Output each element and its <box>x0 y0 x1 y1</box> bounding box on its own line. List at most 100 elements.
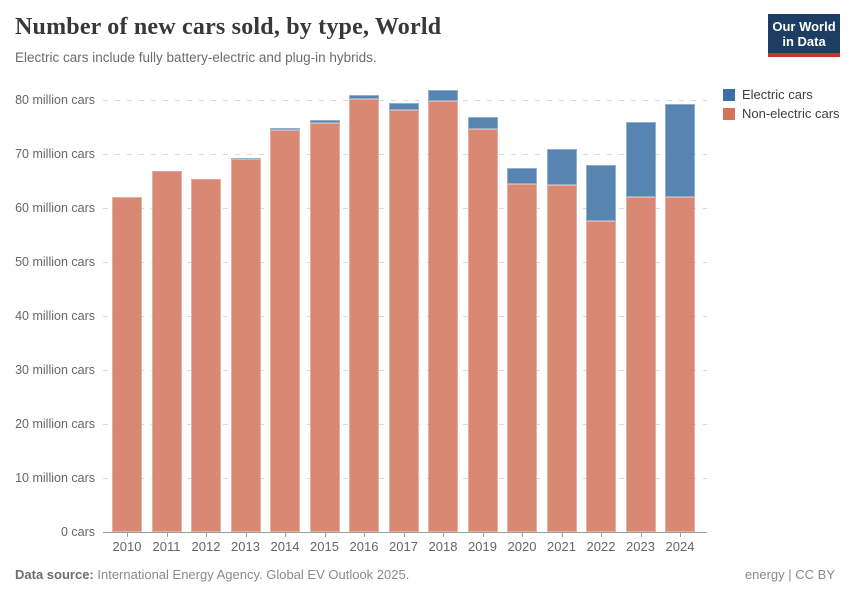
bar-2024[interactable] <box>665 103 695 532</box>
bar-2011[interactable] <box>151 170 182 532</box>
bar-2015[interactable] <box>309 120 340 532</box>
x-axis-tick <box>166 533 168 537</box>
bar-2021-electric[interactable] <box>546 149 577 185</box>
x-axis-label-2012: 2012 <box>191 539 221 554</box>
x-axis-label-2013: 2013 <box>231 539 260 554</box>
x-axis-tick <box>561 533 563 537</box>
x-axis-tick <box>522 533 523 537</box>
x-axis-tick <box>364 533 365 537</box>
bar-2011-non-electric[interactable] <box>151 170 182 532</box>
x-axis-label-2018: 2018 <box>428 539 458 554</box>
legend-label: Electric cars <box>742 87 813 102</box>
bar-2015-electric[interactable] <box>309 120 340 124</box>
y-axis-label: 80 million cars <box>15 93 95 107</box>
bar-2022[interactable] <box>586 164 616 532</box>
legend-item-non-electric-cars[interactable]: Non-electric cars <box>723 104 840 123</box>
bar-2023-electric[interactable] <box>625 121 656 197</box>
bar-2012[interactable] <box>191 178 221 532</box>
bar-2013-non-electric[interactable] <box>230 159 261 532</box>
bar-2017-electric[interactable] <box>388 103 419 110</box>
bar-2016[interactable] <box>349 95 379 532</box>
x-axis-tick <box>127 533 128 537</box>
y-axis-label: 0 cars <box>60 525 95 539</box>
x-axis-tick <box>403 533 405 537</box>
bar-2023-non-electric[interactable] <box>625 196 656 532</box>
data-source-label: Data source: <box>15 567 94 582</box>
y-axis-label: 10 million cars <box>15 471 95 485</box>
bar-2014[interactable] <box>270 128 300 532</box>
bar-2012-electric[interactable] <box>191 178 221 180</box>
x-axis-label-2017: 2017 <box>389 539 418 554</box>
y-axis-label: 30 million cars <box>15 363 95 377</box>
bar-2012-non-electric[interactable] <box>191 179 221 532</box>
x-axis-tick <box>640 533 642 537</box>
x-axis-label-2020: 2020 <box>507 539 537 554</box>
license-links[interactable]: energy | CC BY <box>744 567 835 582</box>
bar-2013[interactable] <box>230 158 261 532</box>
bar-2014-non-electric[interactable] <box>270 130 300 532</box>
data-source: Data source: International Energy Agency… <box>15 567 409 582</box>
x-axis-label-2016: 2016 <box>349 539 379 554</box>
bar-2016-non-electric[interactable] <box>349 99 379 532</box>
bar-2010[interactable] <box>112 197 142 532</box>
x-axis-label-2010: 2010 <box>112 539 142 554</box>
x-axis-label-2022: 2022 <box>586 539 616 554</box>
bar-2014-electric[interactable] <box>270 128 300 131</box>
bar-2024-electric[interactable] <box>665 103 695 198</box>
bar-2021-non-electric[interactable] <box>546 184 577 532</box>
data-source-text: International Energy Agency. Global EV O… <box>93 567 410 582</box>
y-axis-label: 60 million cars <box>15 201 95 215</box>
gridline-80m <box>103 100 707 101</box>
x-axis-line <box>103 532 707 533</box>
bar-2022-non-electric[interactable] <box>586 220 616 532</box>
legend-item-electric-cars[interactable]: Electric cars <box>723 85 840 104</box>
legend-swatch <box>723 88 735 101</box>
bar-2020-non-electric[interactable] <box>507 184 537 532</box>
x-axis-tick <box>482 533 484 537</box>
bar-2019[interactable] <box>467 116 498 532</box>
bar-2017-non-electric[interactable] <box>388 109 419 532</box>
bar-2010-non-electric[interactable] <box>112 197 142 532</box>
x-axis-tick <box>680 533 681 537</box>
x-axis-label-2015: 2015 <box>310 539 339 554</box>
x-axis-tick <box>324 533 326 537</box>
bar-2024-non-electric[interactable] <box>665 197 695 532</box>
bar-2023[interactable] <box>625 121 656 532</box>
bar-2018[interactable] <box>428 89 458 532</box>
y-axis-label: 50 million cars <box>15 255 95 269</box>
x-axis-tick <box>601 533 602 537</box>
bar-2022-electric[interactable] <box>586 164 616 221</box>
legend: Electric cars Non-electric cars <box>723 85 840 123</box>
bar-2015-non-electric[interactable] <box>309 123 340 532</box>
bar-2018-non-electric[interactable] <box>428 101 458 532</box>
x-axis-tick <box>443 533 444 537</box>
x-axis-label-2011: 2011 <box>152 539 181 554</box>
y-axis-label: 40 million cars <box>15 309 95 323</box>
chart-footer: Data source: International Energy Agency… <box>15 567 835 582</box>
bar-2020-electric[interactable] <box>507 168 537 185</box>
x-axis-label-2019: 2019 <box>468 539 497 554</box>
y-axis-label: 20 million cars <box>15 417 95 431</box>
bar-2016-electric[interactable] <box>349 95 379 100</box>
legend-label: Non-electric cars <box>742 106 840 121</box>
owid-logo-text: Our World in Data <box>768 14 840 53</box>
bar-2013-electric[interactable] <box>230 158 261 160</box>
bar-2021[interactable] <box>546 149 577 532</box>
bar-2019-non-electric[interactable] <box>467 129 498 532</box>
x-axis-label-2021: 2021 <box>547 539 576 554</box>
x-axis-label-2023: 2023 <box>626 539 655 554</box>
x-axis-label-2014: 2014 <box>270 539 300 554</box>
x-axis-label-2024: 2024 <box>665 539 695 554</box>
x-axis-tick <box>206 533 207 537</box>
bar-2019-electric[interactable] <box>467 116 498 130</box>
legend-swatch <box>723 107 735 120</box>
owid-logo[interactable]: Our World in Data <box>768 14 840 57</box>
bar-2017[interactable] <box>388 103 419 532</box>
x-axis-tick <box>245 533 247 537</box>
bar-2020[interactable] <box>507 168 537 532</box>
bar-2018-electric[interactable] <box>428 89 458 102</box>
y-axis-label: 70 million cars <box>15 147 95 161</box>
chart-subtitle: Electric cars include fully battery-elec… <box>15 50 377 65</box>
